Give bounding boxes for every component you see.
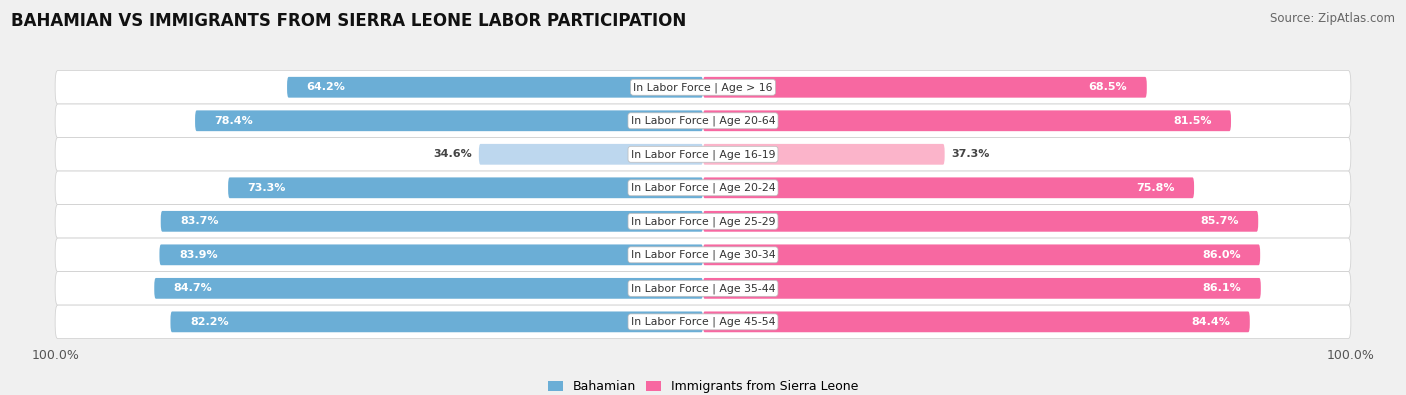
FancyBboxPatch shape (479, 144, 703, 165)
Text: 84.7%: 84.7% (174, 283, 212, 293)
FancyBboxPatch shape (703, 110, 1232, 131)
Text: 84.4%: 84.4% (1191, 317, 1230, 327)
FancyBboxPatch shape (160, 211, 703, 232)
Text: In Labor Force | Age 16-19: In Labor Force | Age 16-19 (631, 149, 775, 160)
Text: 82.2%: 82.2% (190, 317, 229, 327)
Text: 86.0%: 86.0% (1202, 250, 1240, 260)
Text: In Labor Force | Age > 16: In Labor Force | Age > 16 (633, 82, 773, 92)
Text: 83.7%: 83.7% (180, 216, 219, 226)
FancyBboxPatch shape (55, 305, 1351, 339)
FancyBboxPatch shape (55, 238, 1351, 272)
Text: In Labor Force | Age 45-54: In Labor Force | Age 45-54 (631, 317, 775, 327)
FancyBboxPatch shape (703, 211, 1258, 232)
FancyBboxPatch shape (55, 104, 1351, 137)
Text: 34.6%: 34.6% (433, 149, 472, 159)
Text: In Labor Force | Age 35-44: In Labor Force | Age 35-44 (631, 283, 775, 293)
FancyBboxPatch shape (195, 110, 703, 131)
FancyBboxPatch shape (703, 278, 1261, 299)
Text: 64.2%: 64.2% (307, 82, 346, 92)
Text: BAHAMIAN VS IMMIGRANTS FROM SIERRA LEONE LABOR PARTICIPATION: BAHAMIAN VS IMMIGRANTS FROM SIERRA LEONE… (11, 12, 686, 30)
FancyBboxPatch shape (287, 77, 703, 98)
FancyBboxPatch shape (228, 177, 703, 198)
FancyBboxPatch shape (703, 312, 1250, 332)
Text: In Labor Force | Age 25-29: In Labor Force | Age 25-29 (631, 216, 775, 227)
FancyBboxPatch shape (703, 245, 1260, 265)
Text: 37.3%: 37.3% (950, 149, 990, 159)
Text: In Labor Force | Age 30-34: In Labor Force | Age 30-34 (631, 250, 775, 260)
Text: 78.4%: 78.4% (215, 116, 253, 126)
Text: Source: ZipAtlas.com: Source: ZipAtlas.com (1270, 12, 1395, 25)
FancyBboxPatch shape (703, 144, 945, 165)
Text: 68.5%: 68.5% (1088, 82, 1128, 92)
Text: In Labor Force | Age 20-24: In Labor Force | Age 20-24 (631, 182, 775, 193)
FancyBboxPatch shape (703, 177, 1194, 198)
FancyBboxPatch shape (55, 272, 1351, 305)
FancyBboxPatch shape (55, 205, 1351, 238)
Text: 83.9%: 83.9% (179, 250, 218, 260)
Text: 86.1%: 86.1% (1202, 283, 1241, 293)
Text: 73.3%: 73.3% (247, 183, 285, 193)
FancyBboxPatch shape (155, 278, 703, 299)
Text: 85.7%: 85.7% (1201, 216, 1239, 226)
FancyBboxPatch shape (55, 137, 1351, 171)
Legend: Bahamian, Immigrants from Sierra Leone: Bahamian, Immigrants from Sierra Leone (543, 375, 863, 395)
FancyBboxPatch shape (170, 312, 703, 332)
Text: 75.8%: 75.8% (1136, 183, 1174, 193)
FancyBboxPatch shape (703, 77, 1147, 98)
FancyBboxPatch shape (159, 245, 703, 265)
Text: In Labor Force | Age 20-64: In Labor Force | Age 20-64 (631, 115, 775, 126)
Text: 81.5%: 81.5% (1173, 116, 1212, 126)
FancyBboxPatch shape (55, 70, 1351, 104)
FancyBboxPatch shape (55, 171, 1351, 205)
